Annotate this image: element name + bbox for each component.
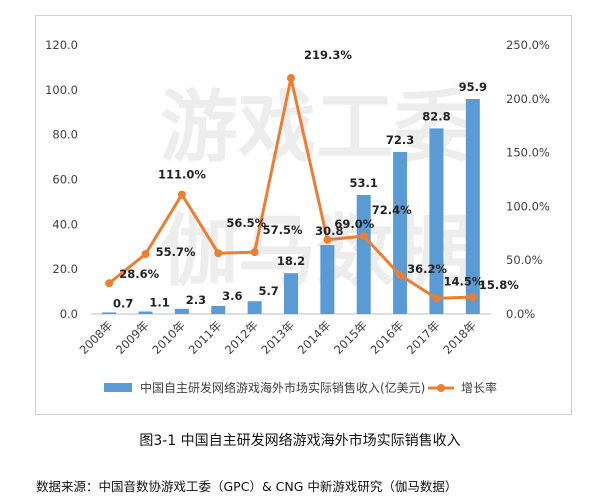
legend-bar-label: 中国自主研发网络游戏海外市场实际销售收入(亿美元): [140, 380, 425, 395]
growth-rate-label: 219.3%: [304, 48, 352, 62]
left-axis-tick-label: 20.0: [52, 262, 78, 276]
bar: [211, 305, 226, 314]
category-label: 2014年: [295, 318, 334, 357]
bar-value-label: 18.2: [277, 254, 305, 268]
right-axis-tick-label: 250.0%: [506, 38, 550, 52]
category-label: 2009年: [113, 318, 152, 357]
legend-line-marker: [437, 384, 445, 392]
category-label: 2011年: [186, 318, 225, 357]
watermark-line-1: 游戏工委: [160, 83, 472, 173]
figure-caption: 图3-1 中国自主研发网络游戏海外市场实际销售收入: [139, 433, 461, 449]
growth-rate-label: 36.2%: [407, 262, 447, 276]
left-axis-tick-label: 0.0: [60, 307, 78, 321]
watermark-line-2: 伽马数据: [160, 207, 472, 297]
growth-rate-point: [359, 232, 368, 241]
bar-value-label: 82.8: [422, 109, 450, 123]
bar-value-label: 3.6: [222, 289, 242, 303]
growth-rate-label: 56.5%: [226, 216, 266, 230]
bar: [284, 273, 298, 314]
left-axis-tick-label: 40.0: [52, 217, 78, 231]
category-label: 2017年: [404, 318, 443, 357]
category-label: 2008年: [77, 318, 116, 357]
growth-rate-point: [141, 250, 150, 259]
category-label: 2016年: [367, 318, 406, 357]
legend-bar-swatch: [104, 383, 132, 392]
growth-rate-point: [323, 235, 332, 244]
bar: [247, 301, 262, 314]
growth-rate-point: [177, 190, 186, 199]
left-axis-tick-label: 100.0: [45, 83, 78, 97]
source-note: 数据来源：中国音数协游戏工委（GPC）& CNG 中新游戏研究（伽马数据）: [36, 479, 458, 494]
left-axis-tick-label: 120.0: [45, 38, 78, 52]
growth-rate-point: [287, 74, 295, 83]
left-axis-tick-label: 80.0: [52, 128, 78, 142]
bar-value-label: 0.7: [113, 296, 133, 310]
growth-rate-label: 15.8%: [479, 278, 519, 292]
growth-rate-label: 14.5%: [444, 274, 484, 288]
right-axis-tick-label: 0.0%: [506, 307, 535, 321]
growth-rate-point: [396, 271, 405, 280]
bar: [138, 311, 153, 314]
bar-value-label: 1.1: [149, 296, 169, 310]
category-label: 2018年: [440, 318, 479, 357]
growth-rate-label: 69.0%: [334, 217, 374, 231]
bar: [465, 99, 480, 314]
right-axis-tick-label: 50.0%: [506, 253, 543, 267]
bar-value-label: 2.3: [186, 293, 206, 307]
bar: [320, 244, 335, 314]
left-axis-tick-label: 60.0: [52, 173, 78, 187]
growth-rate-point: [432, 294, 441, 303]
category-label: 2013年: [258, 318, 297, 357]
growth-rate-point: [105, 279, 114, 288]
growth-rate-point: [214, 249, 223, 258]
category-label: 2010年: [149, 318, 188, 357]
category-label: 2012年: [222, 318, 261, 357]
bar: [174, 308, 189, 314]
growth-rate-label: 72.4%: [372, 203, 412, 217]
growth-rate-point: [250, 248, 259, 257]
bar-value-label: 5.7: [258, 284, 278, 298]
bar: [393, 151, 408, 314]
bar-value-label: 72.3: [386, 133, 414, 147]
bar-value-label: 30.8: [315, 224, 343, 238]
growth-rate-label: 55.7%: [156, 245, 196, 259]
legend-line-label: 增长率: [461, 380, 497, 395]
right-axis-tick-label: 100.0%: [506, 199, 550, 213]
category-label: 2015年: [331, 318, 370, 357]
bar-value-label: 53.1: [350, 176, 378, 190]
chart-frame: 游戏工委伽马数据 0.0 20.0 40.0 60.0 80.0 100.0 120.0 0.0…: [35, 15, 572, 415]
growth-rate-label: 28.6%: [119, 267, 159, 281]
bar: [356, 194, 371, 314]
right-axis-tick-label: 150.0%: [506, 146, 550, 160]
bar: [102, 312, 117, 314]
growth-rate-label: 57.5%: [263, 223, 303, 237]
growth-rate-label: 111.0%: [158, 168, 206, 182]
right-axis-tick-label: 200.0%: [506, 92, 550, 106]
bar-value-label: 95.9: [459, 80, 487, 94]
bar: [429, 128, 444, 314]
growth-rate-point: [468, 292, 477, 301]
